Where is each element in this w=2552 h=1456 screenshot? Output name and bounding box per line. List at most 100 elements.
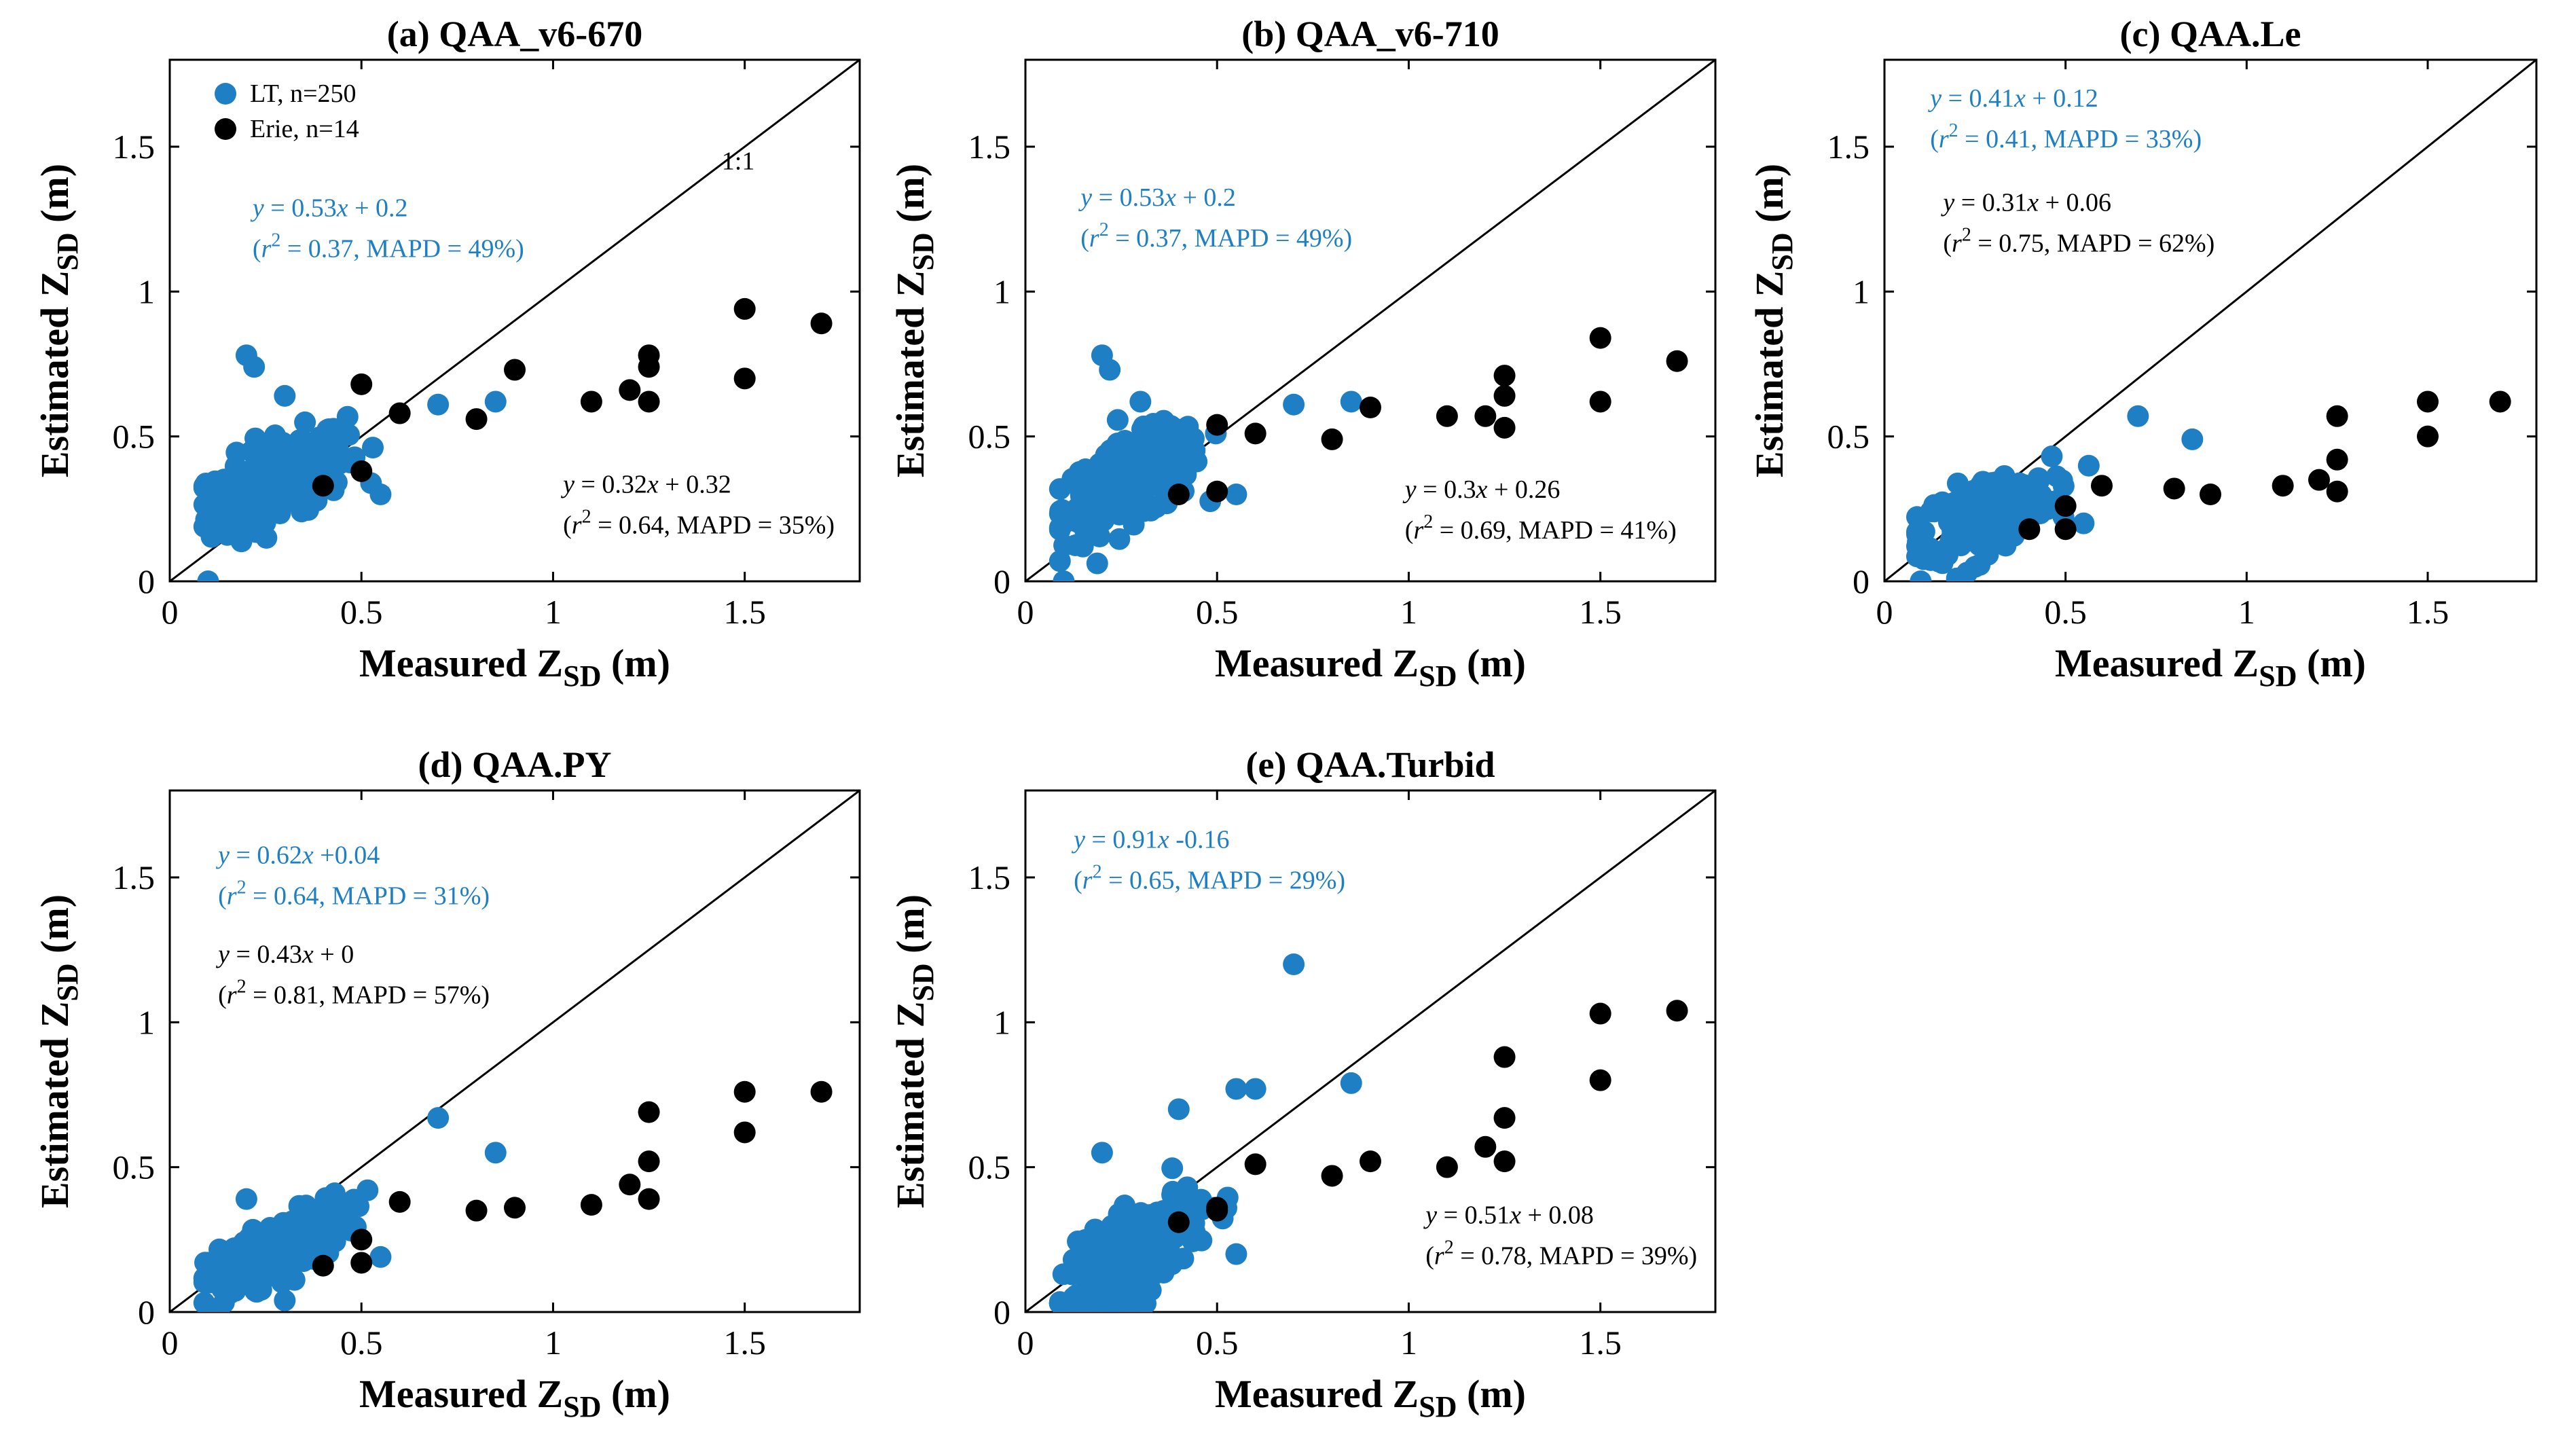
data-point-lt <box>484 390 507 413</box>
x-tick-label: 1 <box>1400 593 1417 631</box>
x-axis-label: Measured ZSD (m) <box>359 641 670 693</box>
chart-panel-4: (d) QAA.PY 0 0.5 1 1.5 0 0.5 1 1.5 Measured ZSD (… <box>33 744 861 1423</box>
data-point-erie <box>1321 428 1343 450</box>
x-tick-label: 1.5 <box>723 1324 766 1362</box>
y-axis-label: Estimated ZSD (m) <box>888 164 940 477</box>
data-point-lt <box>318 1216 340 1238</box>
data-point-erie <box>1206 480 1228 503</box>
plot-frame <box>1024 58 1717 583</box>
data-point-erie <box>2018 518 2041 541</box>
data-point-lt <box>272 432 294 454</box>
x-axis-label: Measured ZSD (m) <box>1215 641 1526 693</box>
data-point-erie <box>638 1150 660 1173</box>
erie-equation: y = 0.3x + 0.26 <box>1402 475 1561 504</box>
legend-label: Erie, n=14 <box>250 115 359 143</box>
legend-marker <box>215 118 236 140</box>
erie-stats: (r2 = 0.78, MAPD = 39%) <box>1425 1237 1697 1270</box>
data-point-lt <box>1977 507 2000 530</box>
data-point-erie <box>1206 414 1228 436</box>
data-point-erie <box>638 390 660 413</box>
data-point-lt <box>1069 468 1091 490</box>
y-tick-label: 1.5 <box>113 128 156 166</box>
y-axis-label: Estimated ZSD (m) <box>33 164 84 477</box>
x-tick-label: 1 <box>1400 1324 1417 1362</box>
y-tick-label: 1.5 <box>1827 128 1870 166</box>
data-point-lt <box>197 1301 219 1312</box>
data-point-lt <box>197 570 219 581</box>
data-point-lt <box>253 1235 276 1258</box>
data-point-erie <box>350 373 373 395</box>
data-point-lt <box>2045 465 2068 488</box>
data-point-lt <box>1148 1243 1171 1266</box>
data-point-lt <box>1136 498 1159 521</box>
x-tick-label: 1.5 <box>1579 593 1622 631</box>
data-point-lt <box>1167 1098 1190 1121</box>
data-point-erie <box>2417 390 2439 413</box>
x-tick-label: 0.5 <box>340 593 383 631</box>
data-point-erie <box>1436 1156 1458 1178</box>
x-tick-label: 1.5 <box>1579 1324 1622 1362</box>
x-tick-label: 1.5 <box>2407 593 2449 631</box>
data-point-erie <box>1360 397 1381 418</box>
data-point-erie <box>619 1173 641 1196</box>
data-point-lt <box>236 500 258 523</box>
data-point-erie <box>1589 327 1611 349</box>
data-point-lt <box>1106 409 1129 431</box>
erie-equation: y = 0.43x + 0 <box>215 940 354 968</box>
data-point-lt <box>1954 511 1976 533</box>
data-point-erie <box>388 1190 411 1213</box>
data-point-erie <box>2091 475 2113 497</box>
chart-title: (e) QAA.Turbid <box>1245 744 1495 785</box>
erie-equation: y = 0.32x + 0.32 <box>560 470 731 498</box>
data-point-lt <box>295 482 318 505</box>
data-point-lt <box>213 1292 235 1312</box>
data-point-erie <box>733 297 756 320</box>
data-point-erie <box>1244 1153 1266 1176</box>
x-tick-label: 0 <box>162 593 179 631</box>
data-point-erie <box>350 1252 373 1274</box>
data-point-lt <box>274 384 296 407</box>
data-point-lt <box>1114 1195 1136 1217</box>
x-tick-label: 0.5 <box>1196 1324 1239 1362</box>
data-point-erie <box>504 1197 526 1219</box>
data-point-lt <box>2041 445 2063 468</box>
x-tick-label: 1 <box>545 593 562 631</box>
data-point-erie <box>810 1080 833 1103</box>
data-point-lt <box>1172 1248 1195 1270</box>
data-point-lt <box>216 506 238 528</box>
data-point-lt <box>193 1267 215 1290</box>
data-point-lt <box>1283 953 1305 975</box>
data-point-lt <box>1167 424 1190 446</box>
data-point-lt <box>1112 1248 1134 1270</box>
data-point-lt <box>1129 390 1152 413</box>
x-tick-label: 1 <box>2238 593 2255 631</box>
data-point-lt <box>281 1224 304 1247</box>
data-point-lt <box>1086 552 1108 575</box>
data-point-erie <box>1589 1069 1611 1091</box>
series-lt <box>193 1080 833 1312</box>
data-point-erie <box>2054 518 2077 541</box>
data-point-lt <box>1340 390 1362 413</box>
data-point-lt <box>243 356 266 378</box>
data-point-erie <box>1167 1211 1190 1233</box>
data-point-erie <box>810 312 833 335</box>
data-point-erie <box>1666 350 1688 372</box>
data-point-erie <box>1589 1002 1611 1025</box>
lt-stats: (r2 = 0.37, MAPD = 49%) <box>253 230 524 263</box>
data-point-lt <box>1946 567 1968 581</box>
y-tick-label: 0.5 <box>968 418 1011 456</box>
data-point-lt <box>1056 510 1078 532</box>
one-to-one-label: 1:1 <box>722 147 755 175</box>
y-tick-label: 0 <box>138 1293 155 1331</box>
data-point-erie <box>638 1188 660 1210</box>
data-point-lt <box>1244 1078 1266 1100</box>
y-tick-label: 0 <box>138 562 155 600</box>
x-tick-label: 0.5 <box>2044 593 2087 631</box>
data-point-erie <box>2272 475 2294 497</box>
y-tick-label: 0 <box>994 1293 1010 1331</box>
data-point-lt <box>1126 439 1148 461</box>
data-point-lt <box>216 524 238 546</box>
data-point-erie <box>733 1080 756 1103</box>
data-point-erie <box>580 390 602 413</box>
